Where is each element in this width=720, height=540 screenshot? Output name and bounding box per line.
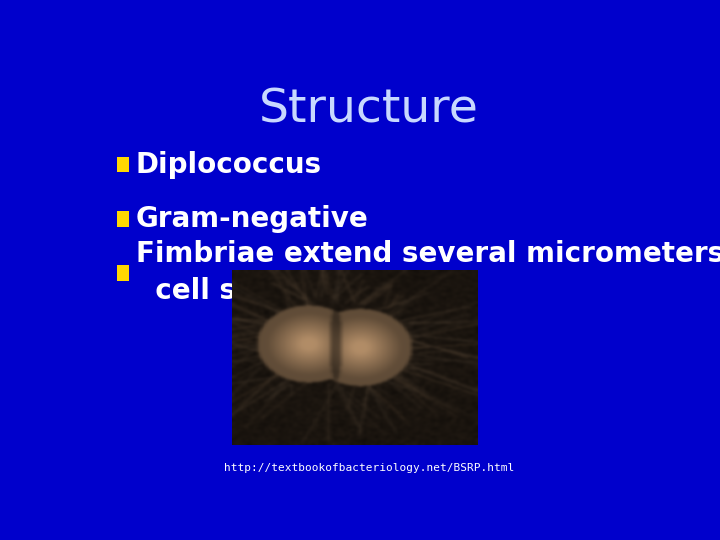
Text: Diplococcus: Diplococcus — [136, 151, 322, 179]
Text: http://textbookofbacteriology.net/BSRP.html: http://textbookofbacteriology.net/BSRP.h… — [224, 463, 514, 473]
Bar — [117, 157, 129, 172]
Text: Fimbriae extend several micrometers from
  cell surface: Fimbriae extend several micrometers from… — [136, 240, 720, 305]
Bar — [117, 265, 129, 281]
Bar — [117, 211, 129, 227]
Text: Gram-negative: Gram-negative — [136, 205, 369, 233]
Text: Structure: Structure — [259, 87, 479, 133]
